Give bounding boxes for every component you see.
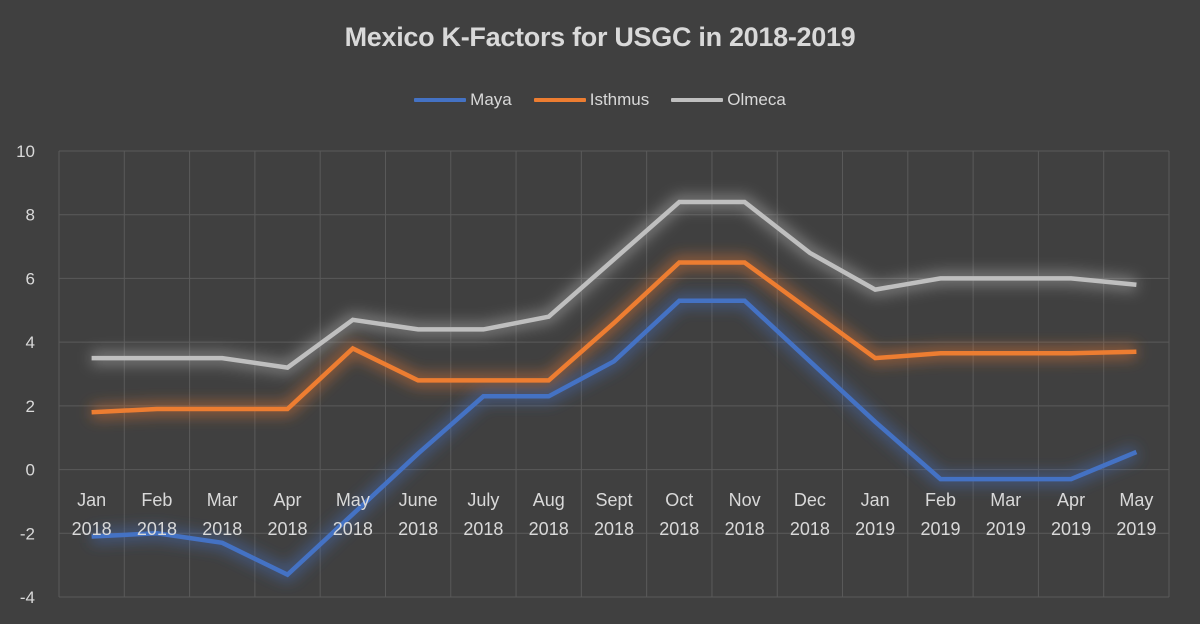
series-glow-olmeca — [91, 195, 1138, 375]
x-tick-label-month: June — [399, 490, 438, 510]
x-tick-label-year: 2019 — [1051, 519, 1091, 539]
x-tick-label-month: Feb — [141, 490, 172, 510]
y-tick-label: -4 — [20, 588, 35, 607]
x-tick-label-year: 2018 — [790, 519, 830, 539]
legend-label-olmeca: Olmeca — [727, 90, 786, 109]
legend-swatch-maya — [414, 98, 467, 102]
legend-item-maya[interactable]: Maya — [414, 90, 512, 110]
x-tick-label-month: Jan — [77, 490, 106, 510]
x-tick-label-month: Mar — [990, 490, 1021, 510]
x-tick-label-month: Mar — [207, 490, 238, 510]
x-tick-label-month: Nov — [729, 490, 761, 510]
legend: Maya Isthmus Olmeca — [0, 90, 1200, 110]
x-axis: Jan 2018 Feb 2018 Mar 2018 Apr 2018 May 2018 June 2… — [72, 490, 1157, 539]
x-tick-label-month: Sept — [595, 490, 632, 510]
legend-swatch-isthmus — [533, 98, 586, 102]
y-tick-label: -2 — [20, 524, 35, 543]
x-tick-label-month: July — [467, 490, 499, 510]
y-tick-label: 0 — [26, 461, 35, 480]
x-tick-label-year: 2019 — [920, 519, 960, 539]
y-tick-label: 2 — [26, 397, 35, 416]
legend-swatch-olmeca — [671, 98, 724, 102]
x-tick-label-year: 2018 — [398, 519, 438, 539]
x-tick-label-year: 2018 — [137, 519, 177, 539]
series-lines — [91, 199, 1138, 578]
x-tick-label-month: Dec — [794, 490, 826, 510]
x-tick-label-month: Feb — [925, 490, 956, 510]
legend-item-isthmus[interactable]: Isthmus — [533, 90, 650, 110]
x-tick-label-year: 2018 — [268, 519, 308, 539]
x-tick-label-month: May — [1119, 490, 1153, 510]
x-tick-label-month: May — [336, 490, 370, 510]
legend-label-maya: Maya — [470, 90, 512, 109]
x-tick-label-month: Apr — [274, 490, 302, 510]
y-axis: 10 8 6 4 2 0 -2 -4 — [16, 142, 35, 607]
x-tick-label-year: 2018 — [529, 519, 569, 539]
chart-title: Mexico K-Factors for USGC in 2018-2019 — [344, 22, 856, 52]
x-tick-label-month: Oct — [665, 490, 693, 510]
y-tick-label: 10 — [16, 142, 35, 161]
x-tick-label-year: 2018 — [594, 519, 634, 539]
x-tick-label-year: 2019 — [1116, 519, 1156, 539]
y-tick-label: 6 — [26, 269, 35, 288]
y-tick-label: 4 — [26, 333, 35, 352]
x-tick-label-month: Aug — [533, 490, 565, 510]
x-tick-label-month: Apr — [1057, 490, 1085, 510]
x-tick-label-year: 2018 — [202, 519, 242, 539]
legend-item-olmeca[interactable]: Olmeca — [671, 90, 786, 110]
x-tick-label-year: 2019 — [855, 519, 895, 539]
x-tick-label-month: Jan — [861, 490, 890, 510]
x-tick-label-year: 2018 — [725, 519, 765, 539]
y-tick-label: 8 — [26, 206, 35, 225]
x-tick-label-year: 2019 — [986, 519, 1026, 539]
legend-label-isthmus: Isthmus — [589, 90, 650, 109]
x-tick-label-year: 2018 — [72, 519, 112, 539]
x-tick-label-year: 2018 — [333, 519, 373, 539]
x-tick-label-year: 2018 — [659, 519, 699, 539]
x-tick-label-year: 2018 — [463, 519, 503, 539]
